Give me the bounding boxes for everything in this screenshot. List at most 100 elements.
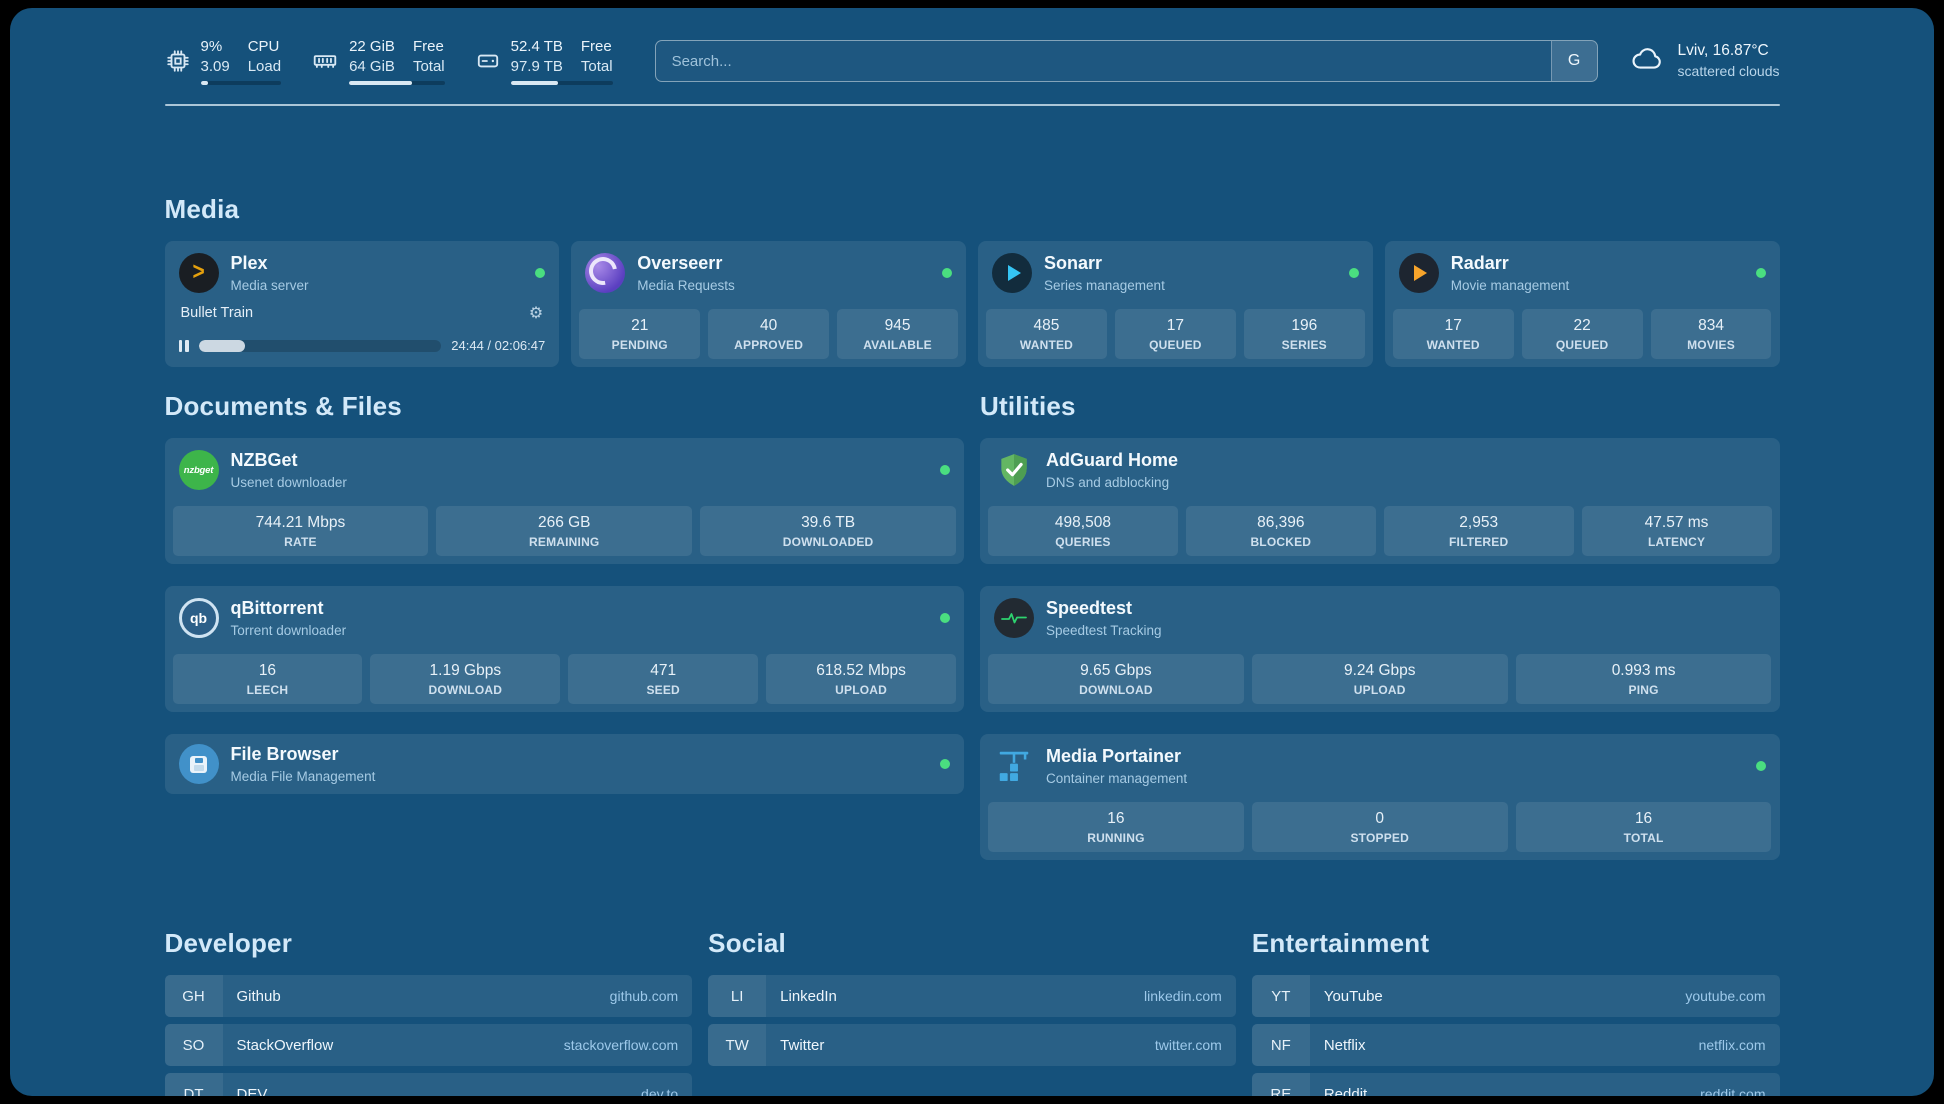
card-filebrowser: File Browser Media File Management: [164, 734, 965, 794]
service-link-filebrowser[interactable]: File Browser Media File Management: [165, 734, 965, 794]
stat-wanted: 485 WANTED: [986, 309, 1107, 359]
service-link-portainer[interactable]: Media Portainer Container management: [980, 734, 1780, 794]
weather-location: Lviv, 16.87°C: [1677, 42, 1769, 60]
bookmark-abbr: RE: [1251, 1073, 1310, 1096]
bookmark-name: DEV: [236, 1085, 268, 1097]
bookmark-abbr: LI: [708, 975, 767, 1017]
memory-free-label: Free: [412, 38, 444, 55]
bookmark-url: linkedin.com: [1144, 988, 1222, 1004]
service-link-nzbget[interactable]: nzbget NZBGet Usenet downloader: [165, 438, 965, 498]
stat-blocked: 86,396 BLOCKED: [1185, 506, 1376, 556]
stat-downloaded: 39.6 TB DOWNLOADED: [700, 506, 956, 556]
weather-widget: Lviv, 16.87°C scattered clouds: [1628, 41, 1780, 81]
service-desc: DNS and adblocking: [1046, 474, 1170, 490]
service-desc: Media File Management: [230, 768, 376, 784]
memory-progress-track: [349, 81, 445, 85]
service-name: Speedtest: [1046, 598, 1133, 619]
bookmark-url: stackoverflow.com: [563, 1037, 679, 1053]
service-name: Media Portainer: [1046, 746, 1182, 767]
memory-total: 64 GiB: [349, 57, 395, 75]
bookmark-twitter[interactable]: TW Twitter twitter.com: [708, 1024, 1236, 1066]
service-link-plex[interactable]: > Plex Media server: [165, 241, 560, 301]
status-dot: [940, 613, 950, 623]
section-title-utilities: Utilities: [980, 391, 1076, 421]
bookmark-abbr: SO: [164, 1024, 223, 1066]
stat-seed: 471 SEED: [568, 654, 759, 704]
playback-progress-bar[interactable]: [198, 339, 442, 352]
service-name: AdGuard Home: [1046, 450, 1179, 471]
bookmark-name: Reddit: [1323, 1085, 1368, 1097]
stat-latency: 47.57 ms LATENCY: [1581, 506, 1772, 556]
search-input[interactable]: [655, 41, 1551, 81]
service-link-radarr[interactable]: Radarr Movie management: [1385, 241, 1780, 301]
bookmark-reddit[interactable]: RE Reddit reddit.com: [1251, 1073, 1780, 1097]
section-title-documents: Documents & Files: [164, 391, 402, 421]
cpu-progress-track: [200, 81, 282, 85]
service-desc: Speedtest Tracking: [1046, 622, 1162, 638]
status-dot: [535, 268, 546, 278]
header-divider: [164, 104, 1780, 106]
pause-icon[interactable]: [178, 339, 189, 352]
disk-free: 52.4 TB: [510, 38, 563, 55]
bookmark-dev[interactable]: DT DEV dev.to: [164, 1073, 693, 1097]
service-desc: Container management: [1046, 770, 1188, 786]
card-qbittorrent: qb qBittorrent Torrent downloader 16: [164, 586, 965, 712]
search-engine-button[interactable]: G: [1550, 41, 1597, 81]
stat-queued: 17 QUEUED: [1114, 309, 1236, 359]
stat-upload: 9.24 Gbps UPLOAD: [1251, 654, 1508, 704]
service-desc: Usenet downloader: [230, 474, 347, 490]
bookmark-url: github.com: [609, 988, 679, 1004]
sonarr-icon: [992, 253, 1032, 293]
bookmark-group-entertainment: Entertainment YT YouTube youtube.com NF …: [1251, 928, 1780, 1097]
bookmark-url: dev.to: [641, 1086, 679, 1096]
service-name: NZBGet: [230, 450, 298, 471]
section-title-entertainment: Entertainment: [1251, 928, 1430, 958]
status-dot: [940, 465, 950, 475]
radarr-icon: [1398, 253, 1439, 293]
status-dot: [942, 268, 952, 278]
top-bar: 9% 3.09 CPU Load: [165, 34, 1780, 88]
card-plex: > Plex Media server Bullet Train ⚙: [164, 241, 560, 367]
disk-total: 97.9 TB: [510, 57, 563, 75]
bookmark-name: StackOverflow: [236, 1036, 334, 1054]
bookmark-abbr: TW: [708, 1024, 767, 1066]
gear-icon[interactable]: ⚙: [528, 305, 544, 322]
bookmark-linkedin[interactable]: LI LinkedIn linkedin.com: [708, 975, 1236, 1017]
card-speedtest: Speedtest Speedtest Tracking 9.65 Gbps D…: [980, 586, 1780, 712]
filebrowser-icon: [178, 744, 219, 784]
service-name: File Browser: [230, 744, 339, 765]
bookmark-netflix[interactable]: NF Netflix netflix.com: [1251, 1024, 1780, 1066]
bookmark-abbr: NF: [1251, 1024, 1310, 1066]
stat-rate: 744.21 Mbps RATE: [172, 506, 429, 556]
service-link-adguard[interactable]: AdGuard Home DNS and adblocking: [980, 438, 1780, 498]
stat-queued: 22 QUEUED: [1521, 309, 1643, 359]
status-dot: [940, 759, 950, 769]
bookmark-name: Netflix: [1323, 1036, 1366, 1054]
status-dot: [1755, 268, 1766, 278]
bookmark-stackoverflow[interactable]: SO StackOverflow stackoverflow.com: [164, 1024, 693, 1066]
disk-total-label: Total: [580, 57, 613, 75]
disk-icon: [475, 48, 501, 74]
bookmark-abbr: DT: [164, 1073, 223, 1096]
resource-widget-memory: 22 GiB 64 GiB Free Total: [311, 37, 445, 85]
section-title-developer: Developer: [164, 928, 293, 958]
card-nzbget: nzbget NZBGet Usenet downloader 744.21 M…: [164, 438, 965, 564]
service-link-speedtest[interactable]: Speedtest Speedtest Tracking: [980, 586, 1780, 646]
bookmark-github[interactable]: GH Github github.com: [164, 975, 693, 1017]
stat-total: 16 TOTAL: [1515, 802, 1772, 852]
cpu-progress-fill: [200, 81, 208, 85]
memory-icon: [311, 48, 339, 74]
bookmark-name: Twitter: [780, 1036, 825, 1054]
service-link-sonarr[interactable]: Sonarr Series management: [978, 241, 1373, 301]
service-desc: Media server: [230, 277, 309, 293]
service-link-qbittorrent[interactable]: qb qBittorrent Torrent downloader: [165, 586, 965, 646]
cpu-icon: [165, 48, 191, 74]
bookmark-youtube[interactable]: YT YouTube youtube.com: [1251, 975, 1780, 1017]
card-adguard: AdGuard Home DNS and adblocking 498,508 …: [980, 438, 1780, 564]
speedtest-pulse-icon: [994, 598, 1034, 638]
resource-widget-disk: 52.4 TB 97.9 TB Free Total: [475, 37, 613, 85]
stat-download: 1.19 Gbps DOWNLOAD: [370, 654, 561, 704]
service-name: Overseerr: [637, 253, 723, 274]
service-link-overseerr[interactable]: Overseerr Media Requests: [571, 241, 966, 301]
stat-approved: 40 APPROVED: [708, 309, 830, 359]
